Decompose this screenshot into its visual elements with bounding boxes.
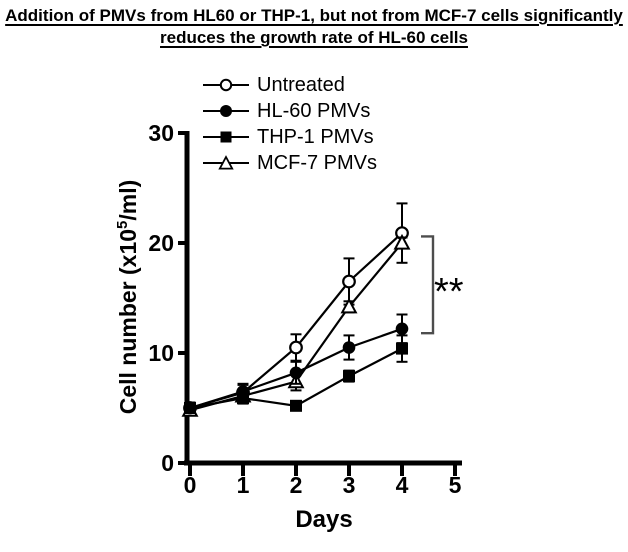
x-tick-label: 4 [396,472,409,498]
y-tick-label: 0 [161,450,174,476]
legend-label-thp1-pmvs: THP-1 PMVs [257,125,374,148]
legend-label-hl60-pmvs: HL-60 PMVs [257,99,371,122]
data-point-untreated [289,340,303,355]
data-point-thp-1-pmvs [343,370,355,383]
x-tick-label: 5 [449,472,462,498]
legend: Untreated HL-60 PMVs THP-1 PMVs MCF-7 PM… [203,72,377,176]
figure-title-line2-text: reduces the growth rate of HL-60 cells [160,28,468,47]
x-axis-title: Days [295,506,353,533]
filled-circle-marker-icon [220,105,232,117]
figure-title-line2: reduces the growth rate of HL-60 cells [0,27,628,49]
legend-key-thp1-pmvs [203,129,249,145]
y-axis-title-superscript: 5 [114,220,132,229]
open-circle-marker-icon [219,78,233,92]
legend-item-hl60-pmvs: HL-60 PMVs [203,98,377,124]
legend-key-mcf7-pmvs [203,155,249,171]
data-point-hl-60-pmvs [289,366,303,380]
data-point-thp-1-pmvs [396,342,408,355]
figure-title-line1: Addition of PMVs from HL60 or THP-1, but… [0,5,628,27]
x-tick-label: 3 [343,472,356,498]
x-tick-label: 0 [184,472,197,498]
x-tick-label: 1 [237,472,250,498]
legend-item-untreated: Untreated [203,72,377,98]
figure-title: Addition of PMVs from HL60 or THP-1, but… [0,5,628,49]
data-point-thp-1-pmvs [184,402,196,414]
data-point-hl-60-pmvs [395,322,409,336]
legend-item-thp1-pmvs: THP-1 PMVs [203,124,377,150]
filled-square-marker-icon [220,131,232,143]
y-axis-title-suffix: /ml) [114,179,141,221]
legend-key-hl60-pmvs [203,103,249,119]
legend-key-untreated [203,77,249,93]
data-point-untreated [342,274,356,289]
y-axis-title: Cell number (x105/ml) [114,180,142,415]
legend-label-untreated: Untreated [257,73,345,96]
legend-item-mcf7-pmvs: MCF-7 PMVs [203,150,377,176]
y-tick-label: 20 [148,230,174,256]
significance-bracket [421,235,435,335]
data-point-thp-1-pmvs [237,392,249,405]
y-tick-label: 10 [148,340,174,366]
data-point-hl-60-pmvs [342,341,356,354]
data-point-thp-1-pmvs [290,399,302,412]
open-triangle-marker-icon [218,155,234,170]
x-tick-label: 2 [290,472,303,498]
y-tick-label: 30 [148,120,174,146]
data-point-mcf-7-pmvs [340,297,358,314]
significance-stars: ** [434,271,464,313]
figure-title-line1-text: Addition of PMVs from HL60 or THP-1, but… [5,6,623,25]
legend-label-mcf7-pmvs: MCF-7 PMVs [257,151,377,174]
y-axis-title-prefix: Cell number (x10 [114,228,141,415]
data-point-mcf-7-pmvs [393,233,411,250]
